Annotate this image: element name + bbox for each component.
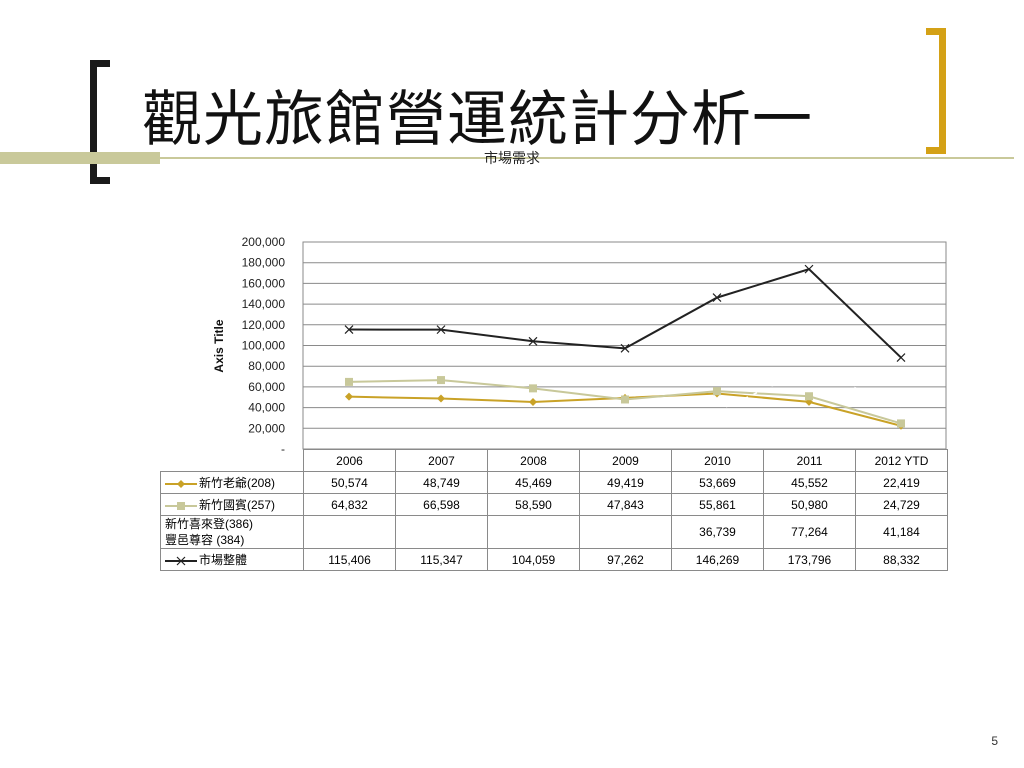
y-tick-label: 100,000 xyxy=(242,339,286,353)
data-value-cell: 50,574 xyxy=(303,471,396,494)
y-tick-label: 20,000 xyxy=(248,421,285,435)
series-label-cell: 市場整體 xyxy=(160,548,304,571)
legend-key xyxy=(165,479,197,488)
table-row: 市場整體 115,406 115,347 104,059 97,262 146,269 17… xyxy=(160,548,948,571)
data-value-cell: 22,419 xyxy=(855,471,948,494)
data-value-cell xyxy=(579,515,672,549)
series-name: 新竹國賓(257) xyxy=(199,498,276,512)
table-row: 新竹喜來登(386) 豐邑尊容 (384) 36,739 77,264 41,184 xyxy=(160,515,948,549)
data-value-cell: 173,796 xyxy=(763,548,856,571)
series-label-cell: 新竹老爺(208) xyxy=(160,471,304,494)
series-line xyxy=(348,267,902,359)
data-table: 2006 2007 2008 2009 2010 2011 2012 YTD 新竹老爺(208… xyxy=(160,449,948,571)
data-point xyxy=(897,419,905,428)
x-category-label: 2008 xyxy=(487,449,580,472)
data-point xyxy=(528,336,538,346)
data-point xyxy=(437,394,445,403)
data-point xyxy=(620,343,630,353)
data-value-cell: 58,590 xyxy=(487,493,580,516)
data-point xyxy=(344,325,354,334)
table-row: 新竹老爺(208) 50,574 48,749 45,469 49,419 53,669 4… xyxy=(160,471,948,494)
data-point xyxy=(621,395,629,404)
data-value-cell xyxy=(395,515,488,549)
x-category-label: 2006 xyxy=(303,449,396,472)
data-value-cell: 36,739 xyxy=(671,515,764,549)
data-point xyxy=(713,387,721,396)
series-name: 市場整體 xyxy=(199,553,248,567)
data-point xyxy=(896,353,906,363)
data-value-cell: 50,980 xyxy=(763,493,856,516)
data-value-cell: 45,552 xyxy=(763,471,856,494)
x-category-label: 2011 xyxy=(763,449,856,472)
data-value-cell: 24,729 xyxy=(855,493,948,516)
slide-title: 觀光旅館營運統計分析一 xyxy=(142,85,813,155)
data-value-cell: 47,843 xyxy=(579,493,672,516)
data-value-cell: 41,184 xyxy=(855,515,948,549)
data-value-cell: 49,419 xyxy=(579,471,672,494)
data-point xyxy=(437,376,445,385)
x-category-label: 2009 xyxy=(579,449,672,472)
series-label-cell: 新竹國賓(257) xyxy=(160,493,304,516)
left-bracket-decoration xyxy=(90,60,110,184)
data-value-cell: 104,059 xyxy=(487,548,580,571)
data-value-cell: 88,332 xyxy=(855,548,948,571)
data-point xyxy=(804,264,814,274)
table-corner xyxy=(160,449,304,472)
y-tick-label: 120,000 xyxy=(242,318,286,332)
y-tick-label: 60,000 xyxy=(248,380,285,394)
series-name: 新竹喜來登(386) xyxy=(165,517,254,531)
y-tick-label: - xyxy=(281,442,285,456)
data-point xyxy=(712,293,722,303)
series-line xyxy=(716,368,902,412)
title-underline xyxy=(160,157,1014,159)
data-value-cell: 48,749 xyxy=(395,471,488,494)
y-tick-label: 40,000 xyxy=(248,401,285,415)
y-tick-label: 180,000 xyxy=(242,256,286,270)
data-value-cell: 77,264 xyxy=(763,515,856,549)
title-accent-bar xyxy=(0,152,160,164)
y-axis-title: Axis Title xyxy=(212,319,226,372)
data-point xyxy=(529,384,537,393)
table-row: 新竹國賓(257) 64,832 66,598 58,590 47,843 55,861 5… xyxy=(160,493,948,516)
y-tick-label: 80,000 xyxy=(248,359,285,373)
page-number: 5 xyxy=(991,734,998,748)
data-value-cell: 115,347 xyxy=(395,548,488,571)
series-name: 新竹老爺(208) xyxy=(199,476,276,490)
data-value-cell: 115,406 xyxy=(303,548,396,571)
data-value-cell: 53,669 xyxy=(671,471,764,494)
data-point xyxy=(436,325,446,335)
data-point xyxy=(345,392,353,401)
data-value-cell: 55,861 xyxy=(671,493,764,516)
data-value-cell: 64,832 xyxy=(303,493,396,516)
data-value-cell: 146,269 xyxy=(671,548,764,571)
legend-key xyxy=(165,556,197,566)
x-category-label: 2010 xyxy=(671,449,764,472)
y-tick-label: 140,000 xyxy=(242,297,286,311)
series-name: 豐邑尊容 (384) xyxy=(165,533,245,547)
data-value-cell: 45,469 xyxy=(487,471,580,494)
data-point xyxy=(529,397,537,406)
right-bracket-decoration xyxy=(926,28,946,154)
chart-title: 市場需求 xyxy=(484,151,540,167)
x-category-label: 2012 YTD xyxy=(855,449,948,472)
data-value-cell xyxy=(487,515,580,549)
data-point xyxy=(805,392,813,401)
y-tick-label: 160,000 xyxy=(242,276,286,290)
legend-key xyxy=(165,501,197,510)
data-point xyxy=(345,377,353,386)
x-category-label: 2007 xyxy=(395,449,488,472)
data-value-cell: 97,262 xyxy=(579,548,672,571)
y-tick-label: 200,000 xyxy=(242,235,286,249)
data-value-cell: 66,598 xyxy=(395,493,488,516)
series-label-cell: 新竹喜來登(386) 豐邑尊容 (384) xyxy=(160,515,304,549)
data-value-cell xyxy=(303,515,396,549)
